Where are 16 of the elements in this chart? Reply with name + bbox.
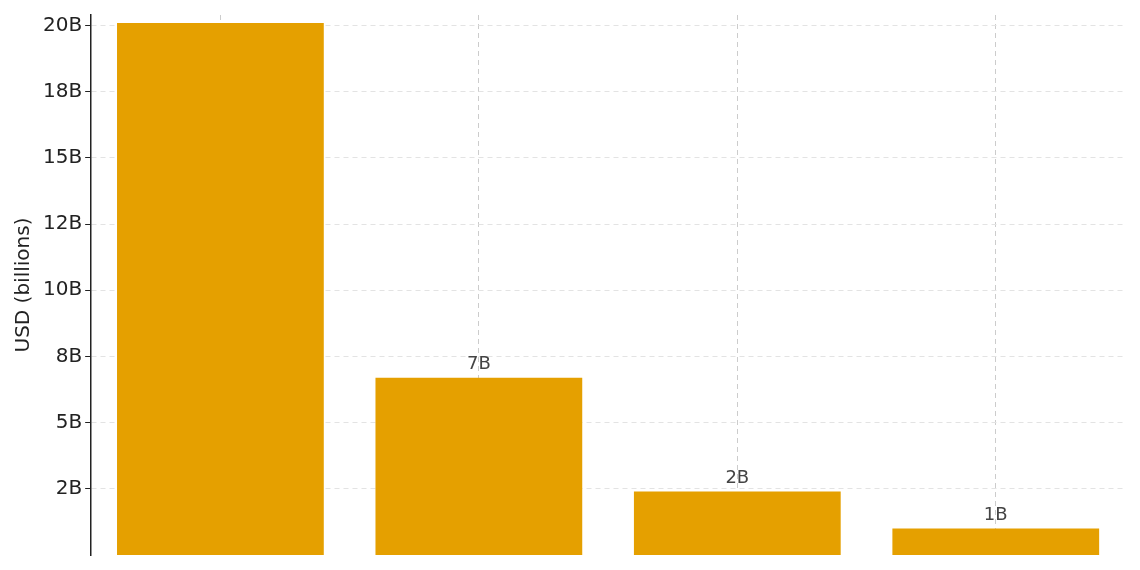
y-tick-label: 2B bbox=[55, 475, 83, 500]
y-tick-label: 18B bbox=[43, 77, 83, 102]
y-tick-label: 12B bbox=[43, 210, 83, 235]
y-tick-label: 5B bbox=[55, 408, 83, 433]
bar bbox=[117, 22, 324, 555]
y-tick-label: 8B bbox=[55, 342, 83, 367]
bar bbox=[892, 528, 1100, 555]
bar bbox=[375, 377, 583, 555]
y-tick-label: 10B bbox=[43, 276, 83, 301]
data-label: 1B bbox=[983, 503, 1008, 525]
data-label: 2B bbox=[725, 466, 750, 488]
y-axis-title: USD (billions) bbox=[10, 217, 35, 353]
y-tick-label: 20B bbox=[43, 11, 83, 36]
y-tick-label: 15B bbox=[43, 144, 83, 169]
bar bbox=[633, 491, 841, 555]
data-label: 7B bbox=[466, 352, 491, 374]
